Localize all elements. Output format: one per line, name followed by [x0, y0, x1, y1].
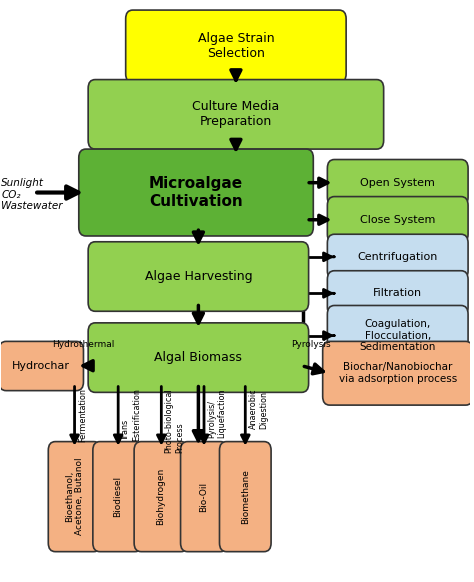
Text: Pyrolysis/
Liquefaction: Pyrolysis/ Liquefaction: [207, 388, 227, 438]
Text: Fermentation: Fermentation: [78, 388, 87, 442]
Text: Biochar/Nanobiochar
via adsorption process: Biochar/Nanobiochar via adsorption proce…: [338, 363, 457, 384]
FancyBboxPatch shape: [328, 234, 468, 279]
Text: Culture Media
Preparation: Culture Media Preparation: [192, 100, 280, 129]
FancyBboxPatch shape: [328, 197, 468, 243]
FancyBboxPatch shape: [323, 342, 473, 405]
FancyBboxPatch shape: [328, 159, 468, 206]
FancyBboxPatch shape: [328, 271, 468, 316]
FancyBboxPatch shape: [88, 323, 309, 392]
Text: Close System: Close System: [360, 215, 436, 225]
Text: Bioethanol,
Acetone, Butanol: Bioethanol, Acetone, Butanol: [65, 458, 84, 535]
Text: Pyrolysis: Pyrolysis: [291, 340, 331, 349]
FancyBboxPatch shape: [48, 442, 101, 552]
FancyBboxPatch shape: [93, 442, 142, 552]
Text: Hydrochar: Hydrochar: [12, 361, 70, 371]
FancyBboxPatch shape: [79, 149, 313, 236]
Text: Anaerobic
Digestion: Anaerobic Digestion: [248, 388, 268, 429]
Text: Biodiesel: Biodiesel: [113, 476, 122, 517]
Text: Photo-biological
Process: Photo-biological Process: [164, 388, 184, 453]
Text: Hydrothermal: Hydrothermal: [52, 340, 115, 349]
Text: Trans
Esterification: Trans Esterification: [121, 388, 141, 441]
Text: Microalgae
Cultivation: Microalgae Cultivation: [149, 176, 243, 209]
Text: Sunlight
CO₂
Wastewater: Sunlight CO₂ Wastewater: [1, 178, 63, 211]
FancyBboxPatch shape: [328, 306, 468, 366]
Text: Filtration: Filtration: [373, 288, 422, 299]
FancyBboxPatch shape: [219, 442, 271, 552]
Text: Bio-Oil: Bio-Oil: [200, 481, 209, 512]
Text: Algal Biomass: Algal Biomass: [155, 351, 242, 364]
Text: Algae Harvesting: Algae Harvesting: [145, 270, 252, 283]
Text: Algae Strain
Selection: Algae Strain Selection: [198, 32, 274, 61]
Text: Coagulation,
Flocculation,
Sedimentation: Coagulation, Flocculation, Sedimentation: [360, 320, 436, 353]
Text: Biohydrogen: Biohydrogen: [156, 468, 165, 525]
FancyBboxPatch shape: [134, 442, 188, 552]
FancyBboxPatch shape: [88, 80, 383, 149]
Text: Biomethane: Biomethane: [241, 469, 250, 524]
Text: Centrifugation: Centrifugation: [357, 252, 438, 262]
FancyBboxPatch shape: [181, 442, 228, 552]
Text: Open System: Open System: [360, 178, 435, 187]
FancyBboxPatch shape: [126, 10, 346, 83]
FancyBboxPatch shape: [88, 242, 309, 311]
FancyBboxPatch shape: [0, 342, 83, 391]
